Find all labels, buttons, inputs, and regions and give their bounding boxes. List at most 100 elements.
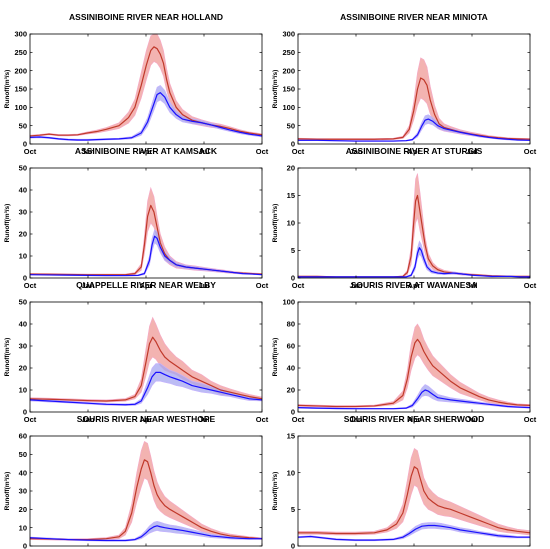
x-tick-label: Apr	[408, 147, 421, 156]
y-axis-label: Runoff(m³/s)	[4, 204, 11, 243]
y-tick-label: 200	[282, 66, 295, 75]
x-tick-label: Oct	[24, 281, 37, 290]
series-line-simulated	[297, 338, 531, 408]
y-tick-label: 0	[291, 274, 295, 283]
y-tick-label: 5	[291, 246, 295, 255]
y-tick-label: 0	[23, 542, 27, 549]
uncertainty-band-simulated	[29, 441, 263, 541]
y-axis-label: Runoff(m³/s)	[4, 338, 11, 377]
y-tick-label: 15	[287, 432, 295, 441]
x-tick-label: Jan	[82, 147, 95, 156]
y-tick-label: 300	[282, 30, 295, 39]
y-tick-label: 5	[291, 505, 295, 514]
y-tick-label: 250	[14, 48, 27, 57]
chart-title: QUAPPELLE RIVER NEAR WELBY	[76, 280, 216, 290]
y-tick-label: 20	[19, 364, 27, 373]
y-tick-label: 10	[19, 386, 27, 395]
series-line-observed	[29, 525, 262, 542]
y-axis-label: Runoff(m³/s)	[272, 338, 279, 377]
chart-title: ASSINIBOINE RIVER AT KAMSACK	[75, 146, 218, 156]
y-axis-label: Runoff(m³/s)	[4, 70, 11, 109]
y-tick-label: 100	[282, 103, 295, 112]
chart-panel-3: ASSINIBOINE RIVER AT KAMSACK Runoff(m³/s)…	[4, 146, 269, 290]
y-tick-label: 300	[14, 30, 27, 39]
series-line-observed	[29, 371, 263, 406]
y-tick-label: 30	[19, 487, 27, 496]
y-tick-label: 250	[282, 48, 295, 57]
y-tick-label: 0	[23, 140, 27, 149]
chart-title: ASSINIBOINE RIVER AT STURGIS	[346, 146, 483, 156]
x-tick-label: Jul	[467, 147, 478, 156]
y-tick-label: 30	[19, 208, 27, 217]
x-tick-label: Jan	[350, 415, 363, 424]
x-tick-label: Oct	[292, 281, 305, 290]
series-line-simulated	[29, 336, 263, 402]
y-tick-label: 50	[19, 450, 27, 459]
chart-panel-7: SOURIS RIVER NEAR WESTHOPE Runoff(m³/s) 0 1…	[4, 414, 263, 549]
y-axis-label: Runoff(m³/s)	[4, 472, 11, 511]
chart-title: ASSINIBOINE RIVER NEAR HOLLAND	[69, 12, 223, 22]
y-tick-label: 0	[291, 408, 295, 417]
y-tick-label: 100	[282, 298, 295, 307]
x-tick-label: Jul	[199, 281, 210, 290]
y-tick-label: 50	[19, 298, 27, 307]
y-tick-label: 10	[287, 468, 295, 477]
x-tick-label: Oct	[24, 415, 37, 424]
y-tick-label: 0	[291, 140, 295, 149]
series-line-observed	[298, 118, 531, 142]
y-tick-label: 30	[19, 342, 27, 351]
series-line-simulated	[29, 459, 263, 541]
y-tick-label: 40	[19, 320, 27, 329]
chart-title: SOURIS RIVER NEAR WESTHOPE	[77, 414, 216, 424]
y-tick-label: 10	[19, 523, 27, 532]
y-tick-label: 50	[19, 164, 27, 173]
x-tick-label: Oct	[256, 281, 269, 290]
chart-panel-4: ASSINIBOINE RIVER AT STURGIS Runoff(m³/s)…	[272, 146, 537, 290]
x-tick-label: Jan	[82, 415, 95, 424]
y-tick-label: 0	[23, 274, 27, 283]
x-tick-label: Apr	[140, 415, 153, 424]
x-tick-label: Apr	[408, 415, 421, 424]
x-tick-label: Apr	[408, 281, 421, 290]
y-tick-label: 50	[19, 121, 27, 130]
y-tick-label: 150	[282, 85, 295, 94]
y-tick-label: 40	[19, 186, 27, 195]
y-tick-label: 20	[19, 505, 27, 514]
y-tick-label: 200	[14, 66, 27, 75]
x-tick-label: Jan	[350, 147, 363, 156]
x-tick-label: Oct	[292, 147, 305, 156]
chart-panel-6: SOURIS RIVER AT WAWANESA Runoff(m³/s) 0 20 4…	[272, 280, 537, 424]
x-tick-label: Apr	[140, 147, 153, 156]
series-line-observed	[29, 235, 263, 277]
y-tick-label: 80	[287, 320, 295, 329]
y-tick-label: 15	[287, 191, 295, 200]
uncertainty-band-observed	[29, 84, 263, 141]
y-tick-label: 100	[14, 103, 27, 112]
y-tick-label: 20	[287, 386, 295, 395]
chart-panel-8: SOURIS RIVER NEAR SHERWOOD Runoff(m³/s) 0 5…	[272, 414, 531, 549]
y-tick-label: 40	[287, 364, 295, 373]
series-line-simulated	[298, 466, 531, 535]
x-tick-label: Jul	[199, 415, 210, 424]
uncertainty-band-simulated	[297, 57, 531, 141]
y-axis-label: Runoff(m³/s)	[272, 472, 279, 511]
x-tick-label: Oct	[292, 415, 305, 424]
x-tick-label: Oct	[524, 147, 537, 156]
plot-frame	[297, 33, 531, 145]
y-tick-label: 60	[287, 342, 295, 351]
x-tick-label: Oct	[24, 147, 37, 156]
chart-title: SOURIS RIVER AT WAWANESA	[351, 280, 478, 290]
y-tick-label: 60	[19, 432, 27, 441]
x-tick-label: Jan	[350, 281, 363, 290]
y-tick-label: 10	[19, 252, 27, 261]
uncertainty-band-observed	[297, 240, 531, 278]
x-tick-label: Jan	[82, 281, 95, 290]
y-tick-label: 50	[287, 121, 295, 130]
x-tick-label: Jul	[199, 147, 210, 156]
x-tick-label: Oct	[524, 281, 537, 290]
y-tick-label: 0	[291, 542, 295, 549]
series-line-observed	[297, 524, 530, 541]
chart-title: ASSINIBOINE RIVER NEAR MINIOTA	[340, 12, 488, 22]
y-tick-label: 40	[19, 468, 27, 477]
